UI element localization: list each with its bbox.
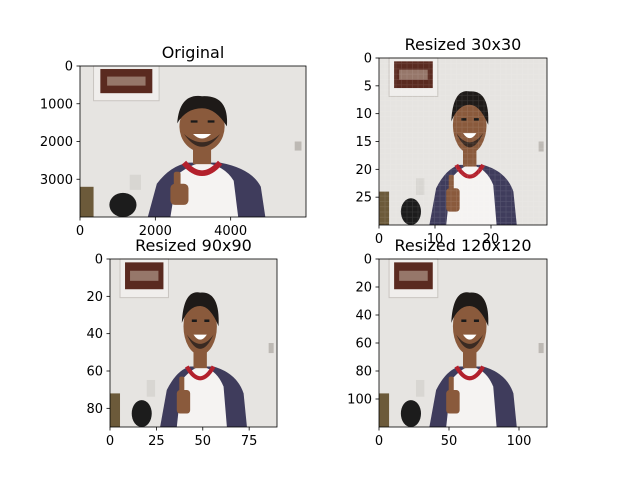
y-tick-label: 60: [355, 337, 372, 352]
subplot-3: Resized 90x90 0 25 50 75 0 20 40 60 80: [86, 236, 278, 449]
photo-switch: [538, 343, 544, 354]
photo-camera: [131, 400, 152, 427]
y-tick-label: 40: [355, 309, 372, 324]
photo-eye-left: [461, 319, 467, 322]
photo-painting-figures: [399, 270, 428, 281]
y-tick-label: 0: [364, 52, 372, 67]
photo-thumb: [173, 171, 181, 187]
x-tick-label: 0: [375, 232, 383, 247]
y-tick-label: 1000: [40, 97, 73, 112]
photo-smile: [193, 133, 212, 139]
photo-bottle: [80, 186, 94, 217]
photo-eye-right: [473, 319, 479, 322]
photo-shirt-body: [170, 162, 239, 217]
y-tick-label: 80: [86, 402, 103, 417]
subplot-title: Resized 120x120: [394, 236, 531, 255]
y-tick-label: 20: [355, 281, 372, 296]
x-tick-label: 75: [241, 434, 258, 449]
x-tick-label: 0: [76, 224, 84, 239]
y-tick-label: 100: [347, 393, 372, 408]
photo-switch: [268, 343, 274, 354]
x-tick-label: 4000: [214, 224, 247, 239]
y-tick-label: 0: [364, 253, 372, 268]
y-tick-label: 0: [95, 253, 103, 268]
photo-eye-left: [191, 319, 197, 322]
photo-eye-right: [204, 319, 210, 322]
photo-painting-figures: [130, 270, 159, 281]
photo-bottle: [110, 393, 121, 427]
y-tick-label: 60: [86, 365, 103, 380]
y-tick-label: 80: [355, 365, 372, 380]
y-tick-label: 2000: [40, 135, 73, 150]
subplot-title: Resized 90x90: [135, 236, 252, 255]
photo-neck: [193, 349, 207, 369]
subplot-title: Resized 30x30: [405, 35, 522, 54]
y-tick-label: 5: [364, 79, 372, 94]
photo-painting-figures: [107, 76, 146, 86]
photo-collar: [185, 365, 216, 381]
photo-object: [146, 379, 156, 397]
photo-collar: [181, 160, 223, 177]
subplot-4: Resized 120x120 0 50 100 0 20 40 60 80 100: [347, 236, 548, 449]
y-tick-label: 25: [355, 191, 372, 206]
photo-beard: [183, 133, 221, 147]
y-tick-label: 40: [86, 327, 103, 342]
x-tick-label: 0: [375, 434, 383, 449]
x-tick-label: 25: [148, 434, 165, 449]
y-tick-label: 10: [355, 107, 372, 122]
photo-object: [415, 379, 425, 397]
photo-camera: [109, 192, 137, 217]
subplot-1: Original 0 2000 4000 0 1000 2000 3000: [40, 43, 307, 239]
x-tick-label: 2000: [139, 224, 172, 239]
photo-object: [129, 174, 142, 190]
photo-beard: [456, 334, 484, 349]
photo-thumb: [448, 376, 454, 394]
subplot-2: Resized 30x30 0 10 20 0 5 10 15 20 25: [355, 35, 548, 247]
subplot-title: Original: [162, 43, 225, 62]
x-tick-label: 50: [195, 434, 212, 449]
photo-hand: [170, 183, 189, 205]
photo-hair: [451, 292, 489, 327]
photo-thumb: [179, 376, 185, 394]
x-tick-label: 20: [483, 232, 500, 247]
y-tick-label: 15: [355, 135, 372, 150]
photo-beard: [186, 334, 214, 349]
y-tick-label: 0: [65, 60, 73, 75]
x-tick-label: 100: [507, 434, 532, 449]
pixel-grid: [379, 58, 547, 225]
photo-smile: [463, 334, 477, 340]
photo-bottle: [379, 393, 390, 427]
photo-hair: [181, 292, 219, 327]
photo-hair: [177, 95, 228, 127]
x-tick-label: 50: [441, 434, 458, 449]
y-tick-label: 20: [86, 290, 103, 305]
photo-hand: [176, 390, 191, 414]
photo-eye-right: [207, 120, 215, 123]
x-tick-label: 0: [106, 434, 114, 449]
photo-collar: [454, 365, 485, 381]
photo-smile: [193, 334, 207, 340]
axes-frame: [109, 258, 278, 428]
photo-camera: [400, 400, 422, 427]
x-tick-label: 10: [427, 232, 444, 247]
photo-neck: [463, 349, 477, 369]
photo-neck: [193, 147, 212, 165]
y-tick-label: 3000: [40, 173, 73, 188]
y-tick-label: 20: [355, 163, 372, 178]
photo-eye-left: [190, 120, 198, 123]
photo-hand: [446, 390, 460, 414]
photo-switch: [294, 141, 302, 151]
